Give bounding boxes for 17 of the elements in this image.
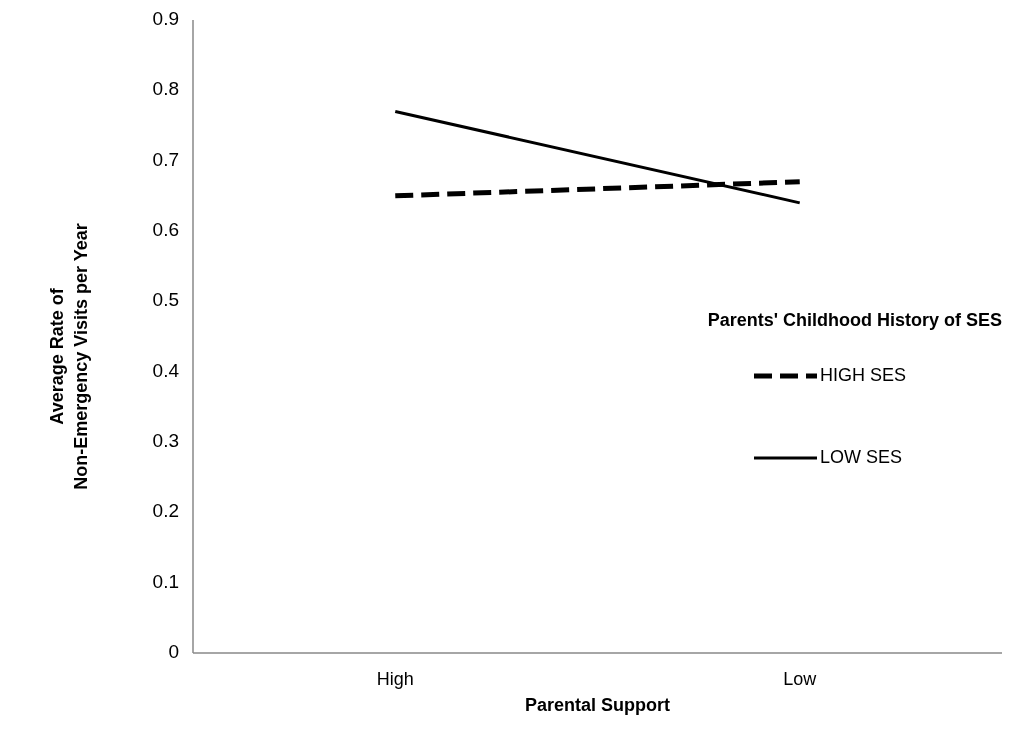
y-tick-label: 0.9	[152, 8, 179, 30]
legend-label: LOW SES	[820, 446, 903, 467]
legend-label: HIGH SES	[820, 364, 907, 385]
x-axis-title: Parental Support	[524, 695, 671, 715]
x-tick-label: Low	[783, 669, 818, 689]
y-tick-label: 0.2	[152, 500, 179, 522]
y-tick-label: 0.8	[152, 78, 179, 100]
y-tick-label: 0	[168, 641, 179, 663]
y-axis-title: Average Rate of Non-Emergency Visits per Year	[47, 223, 91, 490]
legend-title: Parents' Childhood History of SES	[707, 310, 1002, 330]
x-tick-label: High	[376, 669, 414, 689]
y-tick-label: 0.5	[152, 289, 179, 311]
y-tick-label: 0.1	[152, 570, 179, 592]
y-tick-label: 0.7	[152, 148, 179, 170]
y-tick-label: 0.6	[152, 219, 179, 241]
y-tick-label: 0.4	[152, 359, 180, 381]
y-tick-label: 0.3	[152, 430, 179, 452]
